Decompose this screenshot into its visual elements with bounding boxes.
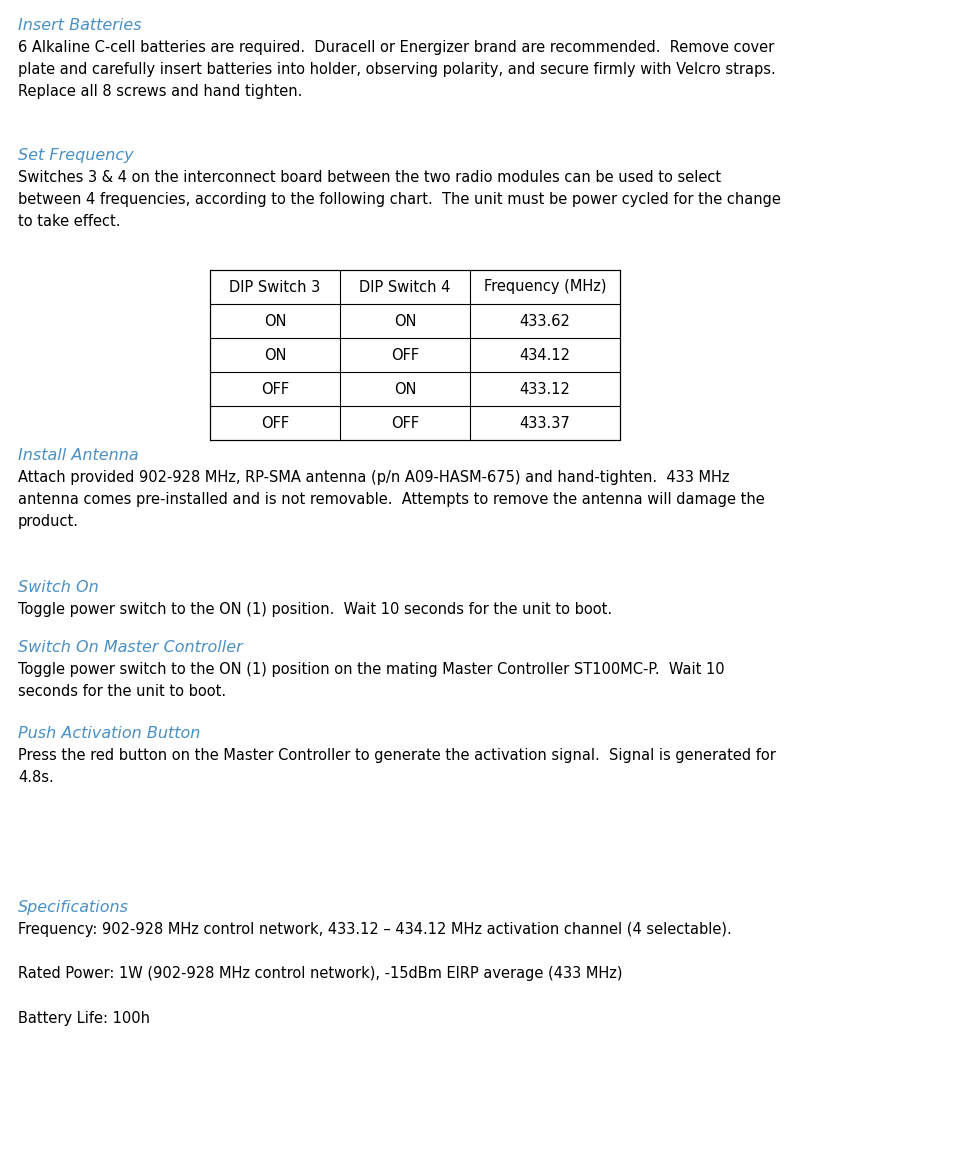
Text: Frequency: 902-928 MHz control network, 433.12 – 434.12 MHz activation channel (: Frequency: 902-928 MHz control network, …: [18, 922, 732, 1025]
Text: Install Antenna: Install Antenna: [18, 449, 139, 464]
Text: 6 Alkaline C-cell batteries are required.  Duracell or Energizer brand are recom: 6 Alkaline C-cell batteries are required…: [18, 40, 776, 99]
Text: OFF: OFF: [261, 381, 289, 397]
Text: Set Frequency: Set Frequency: [18, 148, 134, 163]
Text: 433.12: 433.12: [520, 381, 570, 397]
Text: DIP Switch 4: DIP Switch 4: [359, 280, 451, 295]
Bar: [210, 271, 620, 440]
Text: ON: ON: [264, 348, 286, 363]
Text: Switches 3 & 4 on the interconnect board between the two radio modules can be us: Switches 3 & 4 on the interconnect board…: [18, 170, 781, 229]
Text: Switch On Master Controller: Switch On Master Controller: [18, 640, 243, 655]
Text: Toggle power switch to the ON (1) position on the mating Master Controller ST100: Toggle power switch to the ON (1) positi…: [18, 662, 724, 699]
Text: ON: ON: [394, 381, 416, 397]
Text: Switch On: Switch On: [18, 580, 99, 595]
Text: Press the red button on the Master Controller to generate the activation signal.: Press the red button on the Master Contr…: [18, 748, 776, 785]
Text: OFF: OFF: [261, 415, 289, 430]
Text: Insert Batteries: Insert Batteries: [18, 18, 142, 34]
Text: DIP Switch 3: DIP Switch 3: [229, 280, 321, 295]
Text: Specifications: Specifications: [18, 901, 129, 916]
Text: Push Activation Button: Push Activation Button: [18, 726, 200, 741]
Text: Attach provided 902-928 MHz, RP-SMA antenna (p/n A09-HASM-675) and hand-tighten.: Attach provided 902-928 MHz, RP-SMA ante…: [18, 470, 765, 529]
Text: ON: ON: [394, 313, 416, 328]
Text: Frequency (MHz): Frequency (MHz): [483, 280, 607, 295]
Text: 433.62: 433.62: [520, 313, 570, 328]
Text: 433.37: 433.37: [520, 415, 570, 430]
Text: OFF: OFF: [391, 348, 419, 363]
Text: Toggle power switch to the ON (1) position.  Wait 10 seconds for the unit to boo: Toggle power switch to the ON (1) positi…: [18, 602, 612, 617]
Text: 434.12: 434.12: [519, 348, 570, 363]
Text: ON: ON: [264, 313, 286, 328]
Text: OFF: OFF: [391, 415, 419, 430]
